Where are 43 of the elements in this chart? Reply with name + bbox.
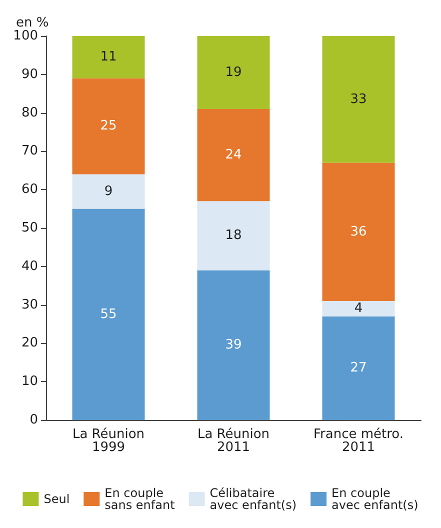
- bar: [197, 201, 270, 270]
- bar: [72, 36, 145, 78]
- data-label: 24: [225, 148, 242, 163]
- bar: [197, 270, 270, 420]
- data-label: 33: [350, 92, 367, 107]
- y-axis-title: en %: [16, 16, 49, 31]
- legend-label: Seul: [44, 492, 70, 506]
- bar: [322, 36, 395, 163]
- y-tick-label: 0: [30, 412, 38, 428]
- y-tick-label: 100: [13, 28, 38, 44]
- data-label: 27: [350, 360, 367, 376]
- data-label: 18: [225, 228, 242, 244]
- y-tick-label: 90: [21, 66, 38, 82]
- y-tick-label: 20: [21, 336, 38, 351]
- y-tick-label: 40: [21, 258, 38, 274]
- y-tick-label: 70: [21, 144, 38, 159]
- x-tick-label: La Réunion 1999: [72, 427, 145, 455]
- legend-label: En couple avec enfant(s): [332, 486, 418, 512]
- data-label: 4: [354, 301, 363, 316]
- data-label: 39: [225, 338, 242, 353]
- data-label: 55: [100, 306, 117, 322]
- bar: [322, 316, 395, 420]
- data-label: 19: [225, 64, 242, 80]
- bar: [197, 108, 270, 202]
- y-tick-label: 30: [21, 297, 38, 312]
- bar: [72, 208, 145, 420]
- data-label: 25: [100, 118, 117, 134]
- bar: [72, 78, 145, 174]
- bar: [322, 162, 395, 301]
- data-label: 36: [350, 224, 367, 240]
- legend-label: Célibataire avec enfant(s): [210, 486, 297, 512]
- y-tick-label: 80: [21, 105, 38, 120]
- data-label: 9: [104, 184, 113, 200]
- x-tick-label: La Réunion 2011: [197, 427, 270, 455]
- y-tick-label: 50: [21, 220, 38, 236]
- x-tick-label: France métro. 2011: [313, 427, 404, 455]
- bar: [72, 174, 145, 209]
- bar: [197, 36, 270, 109]
- data-label: 11: [100, 50, 117, 65]
- y-tick-label: 60: [21, 182, 38, 198]
- bar: [322, 300, 395, 316]
- legend-label: En couple sans enfant: [104, 486, 176, 512]
- y-tick-label: 10: [21, 374, 38, 390]
